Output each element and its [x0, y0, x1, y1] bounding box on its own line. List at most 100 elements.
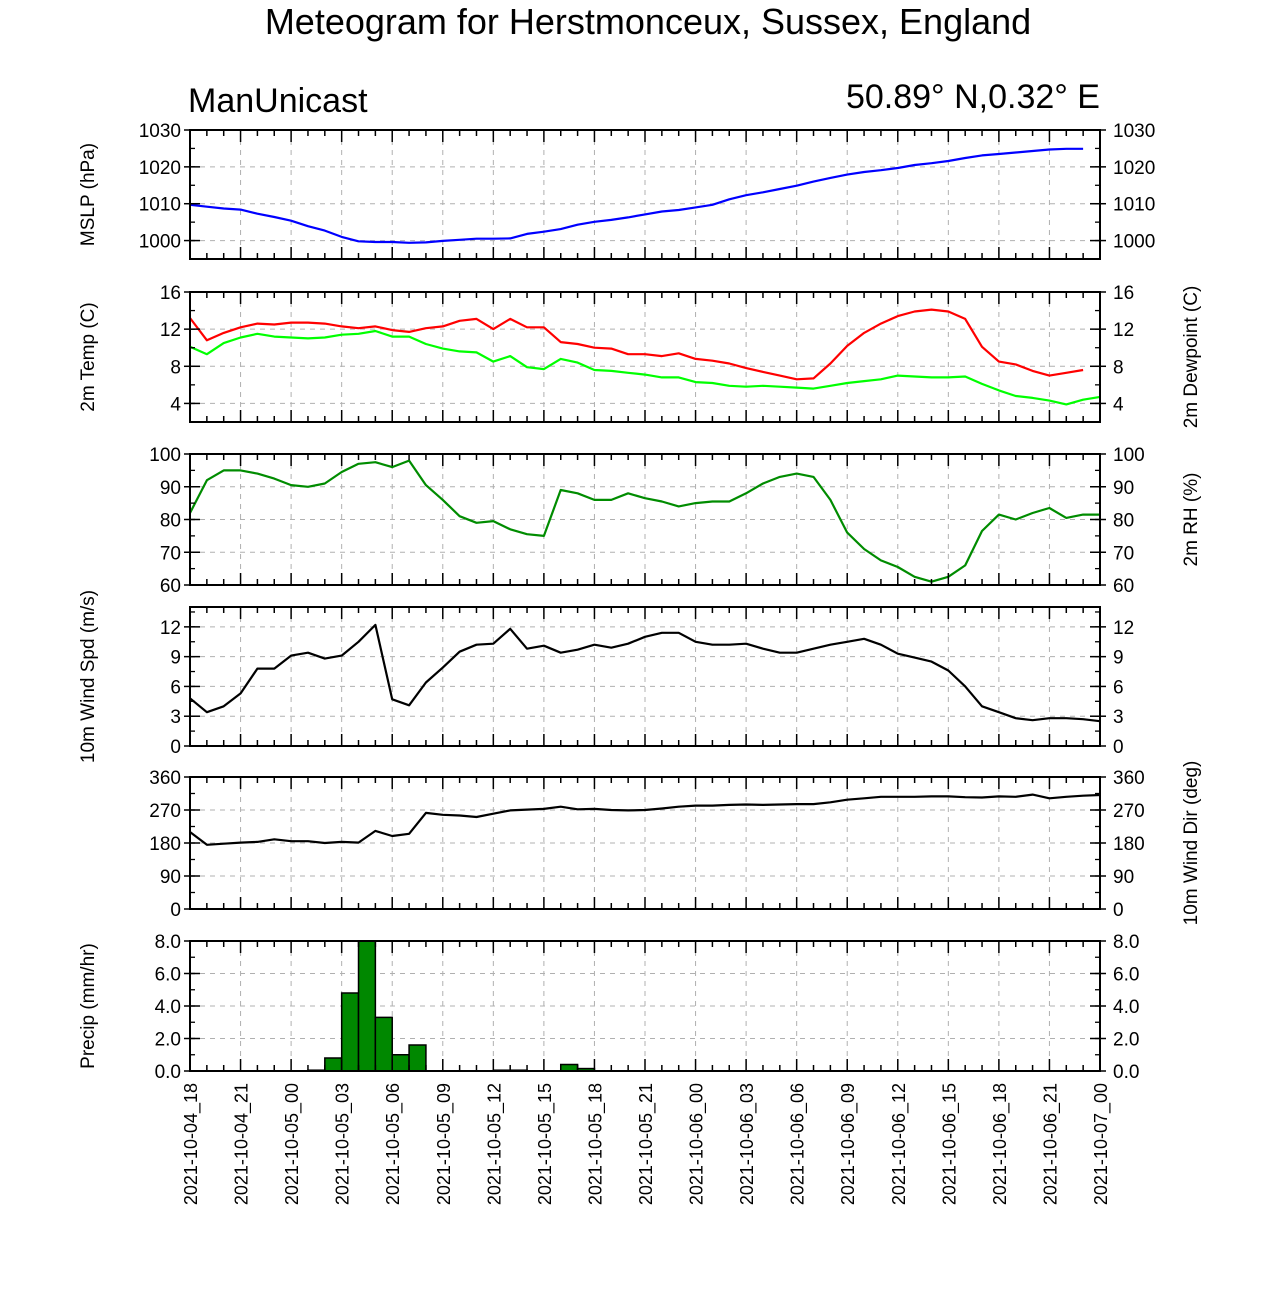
panel-2: 60 60 70 70 80 80 90 90 100 100 2m RH (%) — [149, 445, 1202, 597]
x-tick-label: 2021-10-07_00 — [1091, 1083, 1112, 1205]
y-tick-label-right: 8.0 — [1113, 932, 1139, 953]
x-tick-label: 2021-10-06_18 — [990, 1083, 1011, 1205]
y-axis-label: 2m Temp (C) — [78, 302, 99, 411]
y-tick-label-right: 12 — [1113, 618, 1134, 639]
y-tick-label-right: 16 — [1113, 283, 1134, 304]
precip-bar — [391, 1054, 410, 1072]
y-axis-label-right: 2m RH (%) — [1181, 473, 1202, 567]
y-tick-label-right: 1020 — [1113, 158, 1155, 179]
y-tick-label-right: 1030 — [1113, 121, 1155, 142]
series-line-mslp — [189, 147, 1084, 244]
model-label: ManUnicast — [188, 82, 368, 120]
series-line-wind — [189, 623, 1101, 723]
y-tick-label: 0.0 — [155, 1062, 181, 1083]
y-tick-label-right: 3 — [1113, 707, 1124, 728]
x-tick-label: 2021-10-05_09 — [434, 1083, 455, 1205]
y-tick-label-right: 100 — [1113, 445, 1145, 466]
panel-1: 4 4 8 8 12 12 16 16 2m Temp (C) 2m Dewpoint (C) — [78, 283, 1202, 428]
panel-0: 1000 1000 1010 1010 1020 1020 1030 1030 MSLP (hP… — [78, 121, 1155, 260]
y-tick-label: 3 — [170, 707, 181, 728]
y-tick-label: 6 — [170, 677, 181, 698]
precip-bar — [324, 1057, 343, 1072]
y-axis-label-right: 2m Dewpoint (C) — [1181, 286, 1202, 429]
series-line-temp — [189, 308, 1084, 381]
y-tick-label-right: 0 — [1113, 737, 1124, 758]
x-tick-label: 2021-10-05_06 — [383, 1083, 404, 1205]
x-tick-label: 2021-10-06_21 — [1040, 1083, 1061, 1205]
x-tick-label: 2021-10-04_21 — [232, 1083, 253, 1205]
y-tick-label-right: 6 — [1113, 677, 1124, 698]
x-tick-label: 2021-10-05_15 — [535, 1083, 556, 1205]
y-tick-label-right: 90 — [1113, 478, 1134, 499]
y-tick-label-right: 70 — [1113, 543, 1134, 564]
y-tick-label: 8 — [170, 357, 181, 378]
y-tick-label: 8.0 — [155, 932, 181, 953]
x-tick-label: 2021-10-05_12 — [484, 1083, 505, 1205]
x-tick-label: 2021-10-05_18 — [585, 1083, 606, 1205]
y-tick-label: 100 — [149, 445, 181, 466]
y-tick-label: 60 — [160, 576, 181, 597]
chart-title: Meteogram for Herstmonceux, Sussex, Engl… — [265, 1, 1031, 42]
x-tick-label: 2021-10-06_00 — [687, 1083, 708, 1205]
location-label: 50.89° N,0.32° E — [846, 78, 1100, 116]
y-tick-label-right: 8 — [1113, 357, 1124, 378]
y-tick-label: 90 — [160, 867, 181, 888]
y-tick-label: 80 — [160, 511, 181, 532]
y-tick-label: 9 — [170, 648, 181, 669]
x-tick-label: 2021-10-06_15 — [939, 1083, 960, 1205]
y-tick-label-right: 1000 — [1113, 232, 1155, 253]
panel-3: 0 0 3 3 6 6 9 9 12 12 10m Wind Spd (m/s) — [78, 590, 1134, 763]
y-tick-label-right: 1010 — [1113, 195, 1155, 216]
y-tick-label-right: 0 — [1113, 900, 1124, 921]
y-tick-label: 1030 — [139, 121, 181, 142]
x-tick-label: 2021-10-06_03 — [737, 1083, 758, 1205]
y-tick-label: 270 — [149, 801, 181, 822]
x-tick-label: 2021-10-05_21 — [636, 1083, 657, 1205]
y-tick-label-right: 4.0 — [1113, 997, 1139, 1018]
x-tick-label: 2021-10-06_06 — [788, 1083, 809, 1205]
y-axis-label-right: 10m Wind Dir (deg) — [1181, 761, 1202, 926]
x-tick-label: 2021-10-05_03 — [333, 1083, 354, 1205]
y-tick-label-right: 2.0 — [1113, 1030, 1139, 1051]
y-tick-label-right: 12 — [1113, 320, 1134, 341]
y-tick-label: 360 — [149, 768, 181, 789]
y-tick-label: 0 — [170, 900, 181, 921]
y-tick-label: 1020 — [139, 158, 181, 179]
panel-5: 0.0 0.0 2.0 2.0 4.0 4.0 6.0 6.0 8.0 8.0 Precip (mm… — [78, 932, 1139, 1083]
y-tick-label: 16 — [160, 283, 181, 304]
x-tick-label: 2021-10-04_18 — [181, 1083, 202, 1205]
y-axis-label: 10m Wind Spd (m/s) — [78, 590, 99, 763]
y-tick-label-right: 4 — [1113, 394, 1124, 415]
y-tick-label: 12 — [160, 618, 181, 639]
y-tick-label-right: 0.0 — [1113, 1062, 1139, 1083]
y-tick-label: 1000 — [139, 232, 181, 253]
series-line-wind — [189, 793, 1101, 846]
y-tick-label: 1010 — [139, 195, 181, 216]
y-tick-label: 90 — [160, 478, 181, 499]
y-tick-label-right: 80 — [1113, 511, 1134, 532]
x-tick-label: 2021-10-06_12 — [889, 1083, 910, 1205]
y-axis-label: MSLP (hPa) — [78, 143, 99, 246]
series-line-dewpoint — [189, 329, 1101, 406]
y-axis-label: Precip (mm/hr) — [78, 943, 99, 1069]
precip-bar — [340, 992, 360, 1072]
y-tick-label: 4 — [170, 394, 181, 415]
y-tick-label-right: 9 — [1113, 648, 1124, 669]
y-tick-label-right: 60 — [1113, 576, 1134, 597]
precip-bar — [374, 1016, 393, 1072]
y-tick-label: 6.0 — [155, 965, 181, 986]
y-tick-label-right: 360 — [1113, 768, 1145, 789]
y-tick-label: 70 — [160, 543, 181, 564]
y-tick-label-right: 6.0 — [1113, 965, 1139, 986]
y-tick-label: 180 — [149, 834, 181, 855]
y-tick-label-right: 270 — [1113, 801, 1145, 822]
y-tick-label: 12 — [160, 320, 181, 341]
y-tick-label-right: 90 — [1113, 867, 1134, 888]
precip-bar — [408, 1044, 427, 1072]
precip-bar — [357, 940, 377, 1072]
y-tick-label-right: 180 — [1113, 834, 1145, 855]
x-tick-label: 2021-10-05_00 — [282, 1083, 303, 1205]
panel-4: 0 0 90 90 180 180 270 270 360 360 10m Wind Dir (de… — [149, 761, 1202, 926]
